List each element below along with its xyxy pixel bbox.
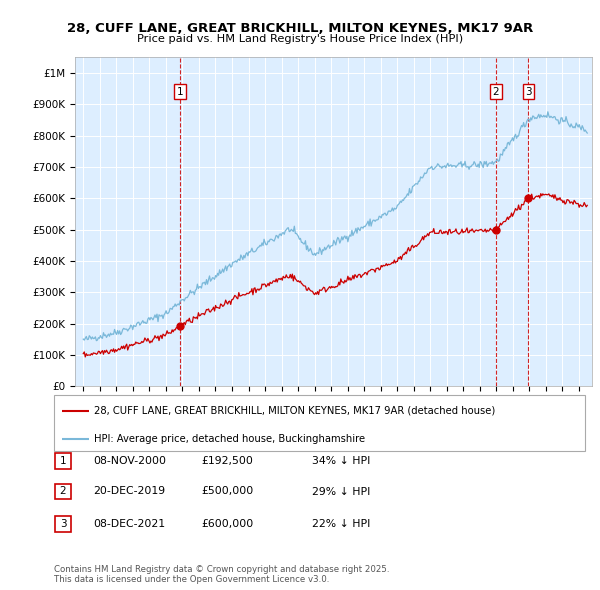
Text: £192,500: £192,500 — [201, 456, 253, 466]
Text: 1: 1 — [177, 87, 184, 97]
Text: 1: 1 — [59, 456, 67, 466]
Text: Price paid vs. HM Land Registry's House Price Index (HPI): Price paid vs. HM Land Registry's House … — [137, 34, 463, 44]
Text: 28, CUFF LANE, GREAT BRICKHILL, MILTON KEYNES, MK17 9AR: 28, CUFF LANE, GREAT BRICKHILL, MILTON K… — [67, 22, 533, 35]
FancyBboxPatch shape — [54, 395, 585, 451]
Text: 2: 2 — [59, 487, 67, 496]
Text: 08-DEC-2021: 08-DEC-2021 — [93, 519, 165, 529]
FancyBboxPatch shape — [55, 484, 71, 499]
Text: £600,000: £600,000 — [201, 519, 253, 529]
Text: 3: 3 — [525, 87, 532, 97]
Text: 2: 2 — [493, 87, 499, 97]
Text: 34% ↓ HPI: 34% ↓ HPI — [312, 456, 370, 466]
Text: 20-DEC-2019: 20-DEC-2019 — [93, 487, 165, 496]
Text: 08-NOV-2000: 08-NOV-2000 — [93, 456, 166, 466]
Text: Contains HM Land Registry data © Crown copyright and database right 2025.
This d: Contains HM Land Registry data © Crown c… — [54, 565, 389, 584]
FancyBboxPatch shape — [55, 453, 71, 468]
Text: 29% ↓ HPI: 29% ↓ HPI — [312, 487, 370, 496]
Text: 22% ↓ HPI: 22% ↓ HPI — [312, 519, 370, 529]
FancyBboxPatch shape — [55, 516, 71, 532]
Text: HPI: Average price, detached house, Buckinghamshire: HPI: Average price, detached house, Buck… — [94, 434, 365, 444]
Text: £500,000: £500,000 — [201, 487, 253, 496]
Text: 28, CUFF LANE, GREAT BRICKHILL, MILTON KEYNES, MK17 9AR (detached house): 28, CUFF LANE, GREAT BRICKHILL, MILTON K… — [94, 406, 495, 416]
Text: 3: 3 — [59, 519, 67, 529]
